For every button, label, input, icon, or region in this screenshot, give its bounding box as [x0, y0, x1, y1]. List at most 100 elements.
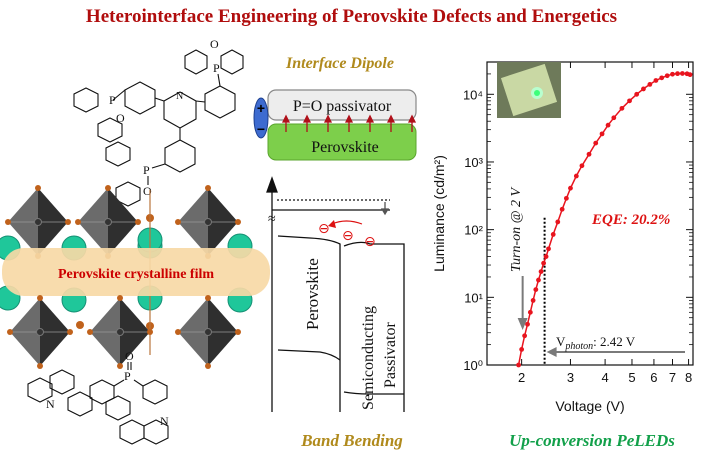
x-tick-label-5: 7 — [669, 370, 676, 385]
n-atom-label-3: N — [160, 414, 169, 428]
dipole-arrowhead-4 — [365, 114, 375, 123]
o-atom-label: O — [116, 111, 125, 125]
data-point-19 — [586, 151, 592, 157]
dipole-arrowhead-3 — [344, 114, 354, 123]
y-tick-label-3: 10³ — [464, 155, 483, 170]
atom-labels-top: P O P O P O N — [109, 37, 220, 198]
top-molecule-structure — [73, 49, 244, 207]
data-point-16 — [568, 185, 573, 191]
x-axis-label: Voltage (V) — [555, 398, 624, 414]
data-point-0 — [516, 362, 521, 368]
chart-bottom-title: Up-conversion PeLEDs — [509, 431, 675, 450]
x-tick-label-1: 3 — [567, 370, 574, 385]
bottom-molecule-structure — [27, 362, 169, 445]
passivator-layer — [267, 89, 417, 121]
data-point-22 — [605, 122, 611, 128]
data-point-5 — [530, 298, 536, 303]
data-point-27 — [641, 86, 646, 92]
data-point-26 — [634, 91, 640, 97]
data-point-10 — [543, 254, 549, 259]
device-photo-glass — [500, 63, 558, 117]
electron-flow-arrow — [331, 220, 363, 225]
data-point-9 — [541, 260, 546, 266]
electron-flow-arrowhead — [328, 220, 336, 228]
perovskite-crystal-lattice: Perovskite crystalline film — [0, 185, 270, 369]
data-point-29 — [653, 78, 659, 83]
band-title: Band Bending — [300, 431, 403, 450]
plus-sign: + — [257, 100, 265, 116]
eqe-label: EQE: 20.2% — [591, 212, 670, 228]
o-atom-label-4: O — [125, 349, 134, 363]
data-point-15 — [563, 195, 569, 201]
data-point-8 — [538, 269, 544, 274]
luminance-chart: 2 3 4 5 6 7 8 10⁰ 10¹ 10² 10³ 10⁴ Voltage (V) Luminan… — [431, 61, 694, 414]
electron-3: ⊖ — [364, 234, 376, 250]
data-point-2 — [522, 333, 528, 339]
electrons: ⊖ ⊖ ⊖ — [318, 221, 376, 250]
data-point-3 — [525, 321, 530, 327]
o-atom-label-3: O — [143, 184, 152, 198]
n-atom-label-2: N — [46, 397, 55, 411]
octahedron-bottom-2 — [175, 295, 241, 369]
x-tick-label-4: 6 — [650, 370, 657, 385]
data-point-18 — [579, 163, 585, 169]
band-bending-diagram — [266, 176, 405, 412]
data-point-23 — [611, 115, 617, 121]
device-emission-core — [534, 90, 540, 96]
n-atom-label: N — [176, 91, 183, 102]
data-point-11 — [546, 246, 551, 252]
p-atom-label: P — [109, 93, 116, 107]
passivator-label: P=O passivator — [293, 98, 392, 115]
data-point-6 — [533, 287, 539, 293]
y-tick-label-2: 10² — [464, 223, 483, 238]
minus-sign: − — [257, 121, 265, 137]
band-left-label: Perovskite — [303, 258, 322, 330]
o-atom-label-2: O — [210, 37, 219, 51]
dipole-arrowhead-5 — [386, 114, 396, 123]
data-point-13 — [555, 219, 561, 225]
film-label: Perovskite crystalline film — [58, 267, 214, 282]
p-atom-label-2: P — [213, 61, 220, 75]
octahedron-top-2 — [175, 185, 241, 259]
y-axis-label: Luminance (cd/m²) — [431, 155, 447, 272]
x-tick-label-3: 5 — [628, 370, 635, 385]
y-tick-label-4: 10⁴ — [463, 87, 483, 102]
octahedron-bottom-1 — [87, 295, 153, 369]
plot-frame — [486, 61, 694, 366]
data-point-25 — [627, 98, 632, 104]
x-tick-label-2: 4 — [601, 370, 608, 385]
energy-axis-arrow — [266, 176, 278, 193]
data-point-12 — [550, 232, 556, 237]
perovskite-layer — [267, 123, 417, 161]
data-point-36 — [687, 72, 693, 78]
p-atom-label-4: P — [124, 369, 131, 383]
data-point-30 — [659, 75, 665, 81]
x-tick-label-0: 2 — [518, 370, 525, 385]
data-point-31 — [664, 73, 670, 79]
data-point-33 — [675, 71, 680, 77]
atom-labels-bottom: P O N N — [46, 349, 169, 428]
page-title: Heterointerface Engineering of Perovskit… — [85, 6, 618, 27]
perovskite-layer-label: Perovskite — [311, 139, 379, 156]
data-point-1 — [519, 347, 525, 352]
halide-atom-2 — [76, 321, 84, 329]
data-point-21 — [599, 131, 605, 137]
band-right-label-1: Semiconducting — [360, 306, 377, 410]
interface-dipole-diagram: P=O passivator Perovskite + − — [253, 89, 417, 161]
turn-on-arrowhead — [517, 318, 528, 330]
data-point-17 — [573, 173, 579, 179]
turn-on-label: Turn-on @ 2 V — [509, 186, 524, 272]
dipole-arrowhead-2 — [323, 114, 333, 123]
axis-break: ≈ — [268, 212, 276, 227]
dipole-arrowhead-0 — [281, 114, 291, 123]
data-point-4 — [527, 309, 533, 315]
data-point-20 — [593, 140, 599, 146]
octahedron-bottom-0 — [7, 295, 73, 369]
band-right-label-2: Passivator — [382, 322, 399, 388]
film-band — [2, 248, 270, 296]
data-point-34 — [679, 71, 685, 76]
data-point-28 — [647, 82, 653, 87]
dipole-title: Interface Dipole — [285, 55, 394, 72]
data-point-14 — [559, 206, 565, 212]
